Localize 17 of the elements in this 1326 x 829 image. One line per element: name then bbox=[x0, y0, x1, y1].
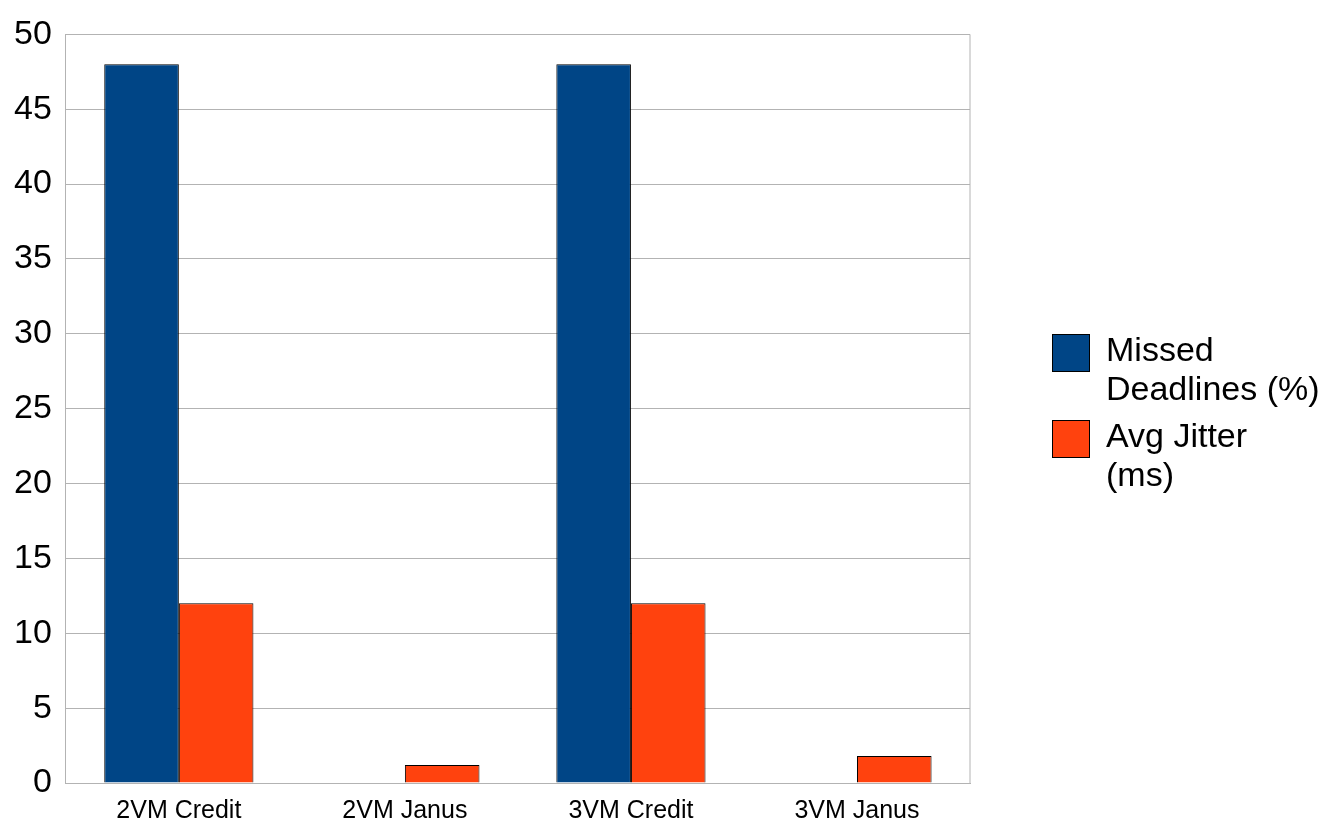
legend-label: Avg Jitter (ms) bbox=[1106, 416, 1249, 494]
y-tick-label: 10 bbox=[13, 611, 52, 650]
y-tick-label: 50 bbox=[13, 12, 52, 51]
x-tick-label: 3VM Credit bbox=[568, 794, 694, 823]
y-tick-label: 40 bbox=[13, 162, 52, 201]
x-tick-label: 2VM Credit bbox=[116, 794, 242, 823]
legend-label: Missed Deadlines (%) bbox=[1106, 330, 1321, 408]
y-tick-label: 25 bbox=[13, 387, 52, 426]
y-tick-label: 45 bbox=[13, 87, 52, 126]
y-tick-label: 20 bbox=[13, 461, 52, 500]
y-tick-label: 35 bbox=[13, 237, 52, 276]
y-tick-label: 30 bbox=[13, 312, 52, 351]
y-tick-label: 0 bbox=[32, 761, 52, 800]
x-tick-label: 3VM Janus bbox=[794, 794, 920, 823]
y-tick-label: 5 bbox=[32, 686, 52, 725]
x-tick-label: 2VM Janus bbox=[342, 794, 468, 823]
y-tick-label: 15 bbox=[13, 536, 52, 575]
